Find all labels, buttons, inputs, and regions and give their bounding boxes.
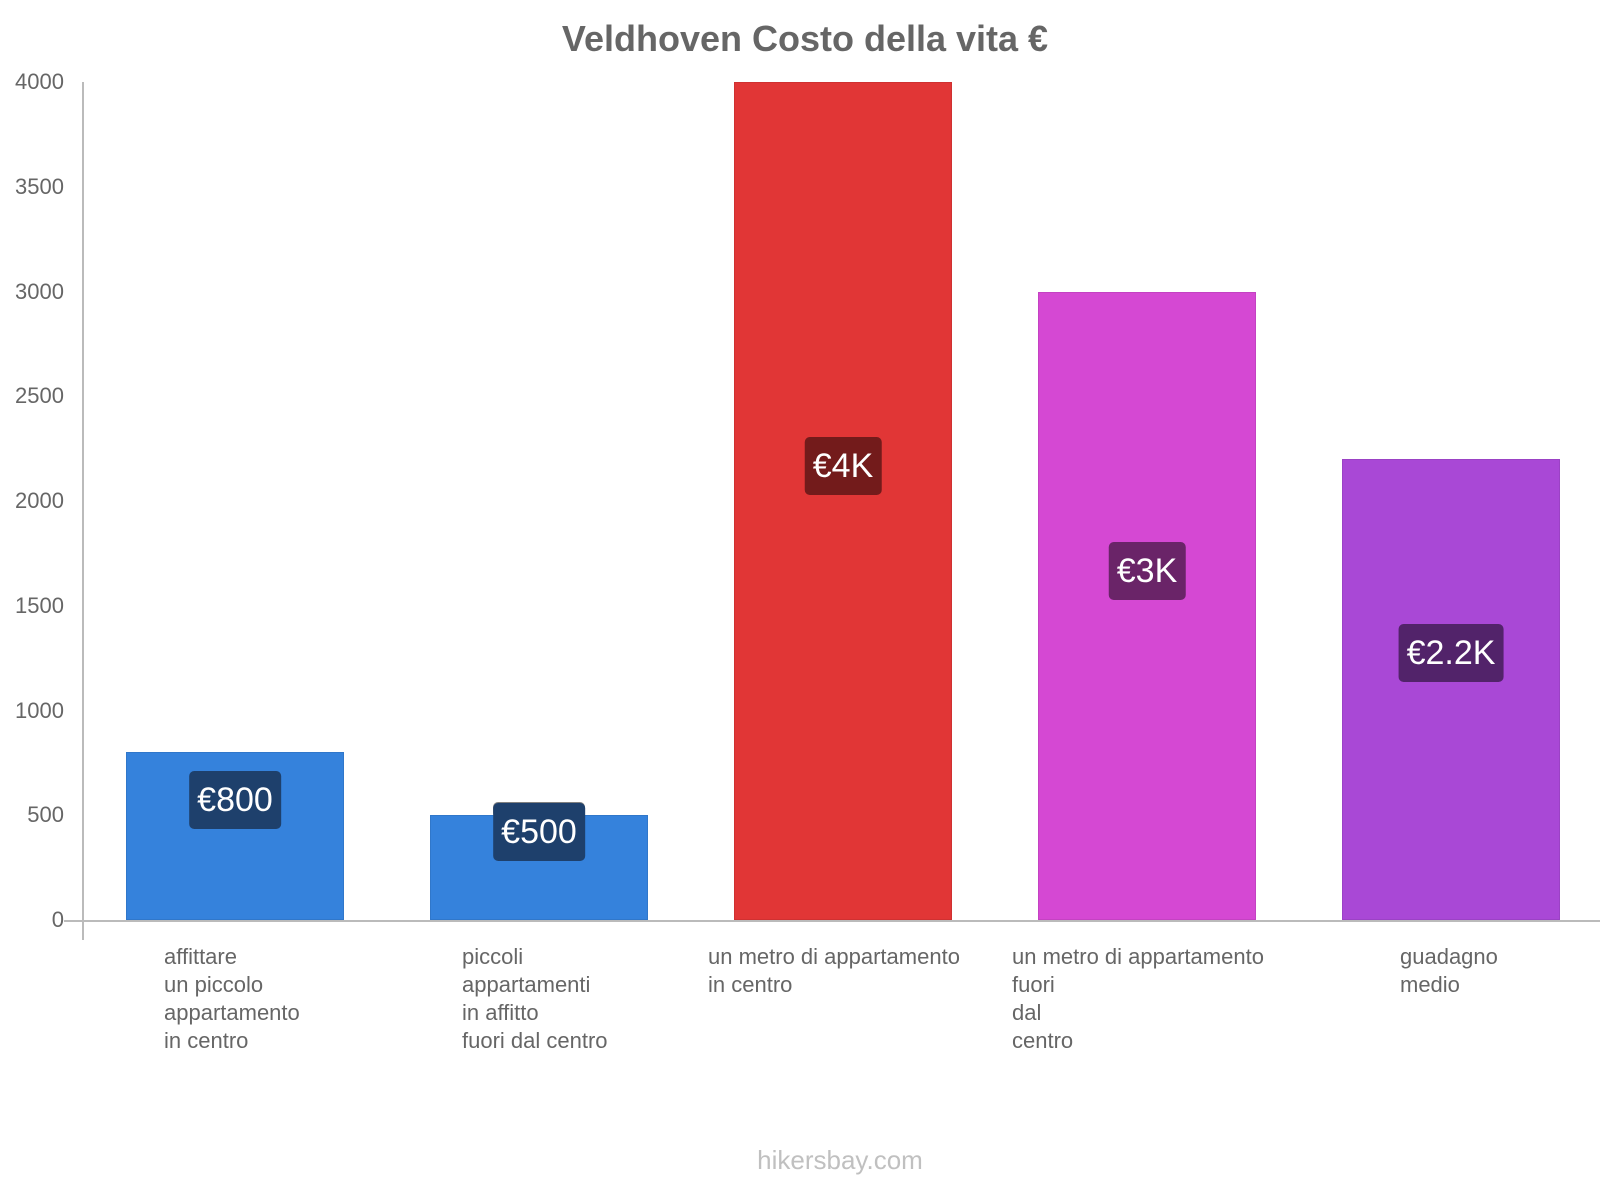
x-category-label-line: in affitto <box>462 1000 539 1025</box>
x-category-label-line: guadagno <box>1400 944 1498 969</box>
x-category-label: un metro di appartamento in centro <box>708 943 960 999</box>
value-label: €3K <box>1108 542 1186 600</box>
x-category-label-line: medio <box>1400 972 1460 997</box>
x-category-label-line: dal <box>1012 1000 1042 1025</box>
x-category-label-line: piccoli <box>462 944 524 969</box>
chart-title: Veldhoven Costo della vita € <box>561 18 1049 59</box>
y-tick-label: 3500 <box>15 173 64 199</box>
value-label: €800 <box>189 771 281 829</box>
x-category-label: affittare un piccolo appartamento in centro <box>164 943 300 1055</box>
x-category-label: piccoli appartamenti in affitto fuori dal c… <box>462 943 608 1055</box>
y-tick-label: 0 <box>51 907 64 932</box>
x-category-label-line: un metro di appartamento <box>1012 944 1264 969</box>
y-tick-label: 1500 <box>15 592 64 618</box>
x-category-label-line: appartamenti <box>462 972 591 997</box>
y-tick-label: 2000 <box>15 488 64 513</box>
value-label: €2.2K <box>1398 624 1504 682</box>
bar <box>1342 459 1560 920</box>
value-label: €4K <box>804 437 882 495</box>
x-category-label-line: in centro <box>164 1028 249 1053</box>
y-tick-label: 2500 <box>15 383 64 409</box>
x-axis-line <box>64 920 1600 922</box>
x-category-label-line: fuori dal centro <box>462 1028 608 1053</box>
y-axis-line <box>82 82 84 940</box>
x-category-label-line: fuori <box>1012 972 1055 997</box>
x-category-label-line: appartamento <box>164 1000 300 1025</box>
x-category-label-line: in centro <box>708 972 793 997</box>
x-category-label: un metro di appartamento fuori dal centro <box>1012 943 1264 1055</box>
y-tick-label: 4000 <box>15 69 64 94</box>
y-tick-label: 3000 <box>15 278 64 304</box>
footer-source: hikersbay.com <box>757 1145 923 1175</box>
x-category-label-line: un metro di appartamento <box>708 944 960 969</box>
bar <box>1038 291 1256 920</box>
x-category-label: guadagno medio <box>1400 943 1498 999</box>
y-tick-label: 1000 <box>15 697 64 723</box>
y-axis-zero-tick <box>64 920 82 922</box>
x-category-label-line: centro <box>1012 1028 1074 1053</box>
bar <box>734 82 952 920</box>
y-tick-label: 500 <box>27 802 64 828</box>
x-category-label-line: un piccolo <box>164 972 264 997</box>
x-category-label-line: affittare <box>164 944 237 969</box>
value-label: €500 <box>493 803 585 861</box>
